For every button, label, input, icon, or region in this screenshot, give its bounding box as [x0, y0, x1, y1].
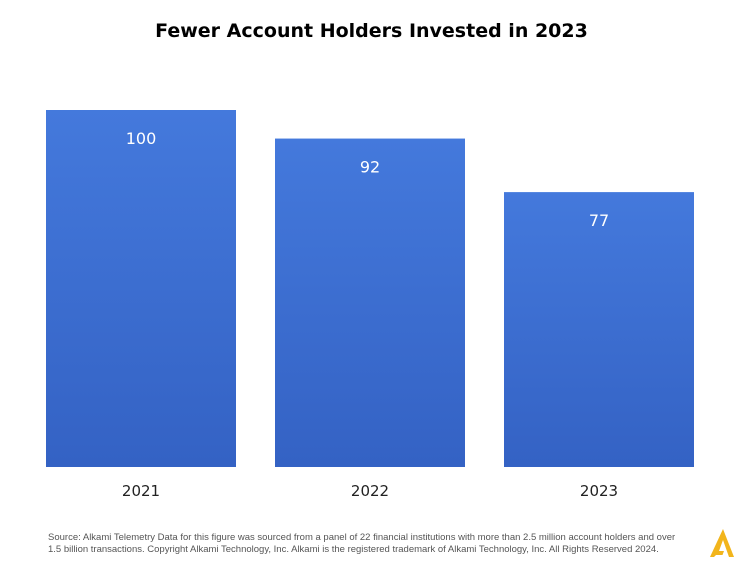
x-tick-2022: 2022: [351, 482, 389, 500]
data-label-2021: 100: [126, 129, 157, 148]
bar-chart: 100 92 77 2021 2022 2023: [46, 110, 694, 500]
x-axis-tick-labels: 2021 2022 2023: [122, 482, 618, 500]
bar-2021: [46, 110, 236, 467]
data-labels-group: 100 92 77: [126, 129, 609, 230]
alkami-logo-icon: [710, 529, 734, 557]
data-label-2023: 77: [589, 211, 609, 230]
x-tick-2021: 2021: [122, 482, 160, 500]
chart-title: Fewer Account Holders Invested in 2023: [155, 20, 588, 42]
bar-2023: [504, 192, 694, 468]
bars-group: [46, 110, 694, 468]
bar-2022: [275, 138, 465, 467]
source-note: Source: Alkami Telemetry Data for this f…: [48, 532, 676, 555]
data-label-2022: 92: [360, 158, 380, 177]
x-tick-2023: 2023: [580, 482, 618, 500]
